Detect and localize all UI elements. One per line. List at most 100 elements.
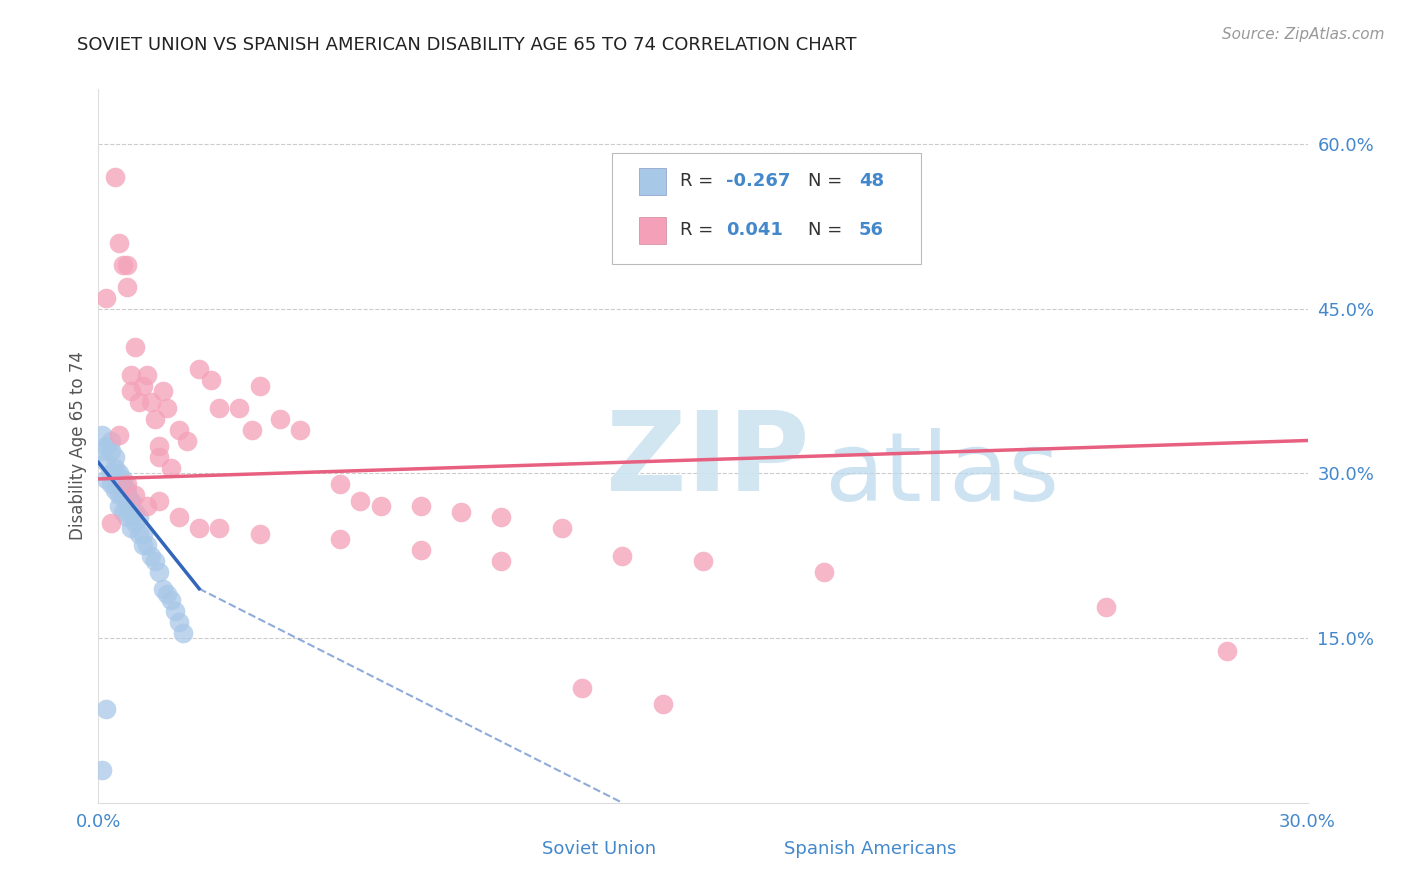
- Point: [111, 472, 134, 486]
- Point: [115, 488, 138, 502]
- Point: [156, 587, 179, 601]
- Point: [124, 488, 146, 502]
- Point: [167, 423, 190, 437]
- Point: [143, 411, 166, 425]
- Point: [450, 505, 472, 519]
- Point: [103, 169, 125, 184]
- Point: [135, 500, 157, 514]
- Point: [96, 291, 118, 305]
- Text: Source: ZipAtlas.com: Source: ZipAtlas.com: [1222, 27, 1385, 42]
- Point: [103, 461, 125, 475]
- Point: [228, 401, 250, 415]
- Point: [111, 505, 134, 519]
- Point: [91, 428, 114, 442]
- Point: [124, 340, 146, 354]
- Point: [329, 477, 352, 491]
- Point: [148, 494, 170, 508]
- Text: SOVIET UNION VS SPANISH AMERICAN DISABILITY AGE 65 TO 74 CORRELATION CHART: SOVIET UNION VS SPANISH AMERICAN DISABIL…: [77, 36, 856, 54]
- Text: R =: R =: [681, 221, 713, 239]
- Point: [115, 510, 138, 524]
- Point: [107, 428, 129, 442]
- Point: [288, 423, 311, 437]
- Point: [249, 378, 271, 392]
- Point: [152, 384, 174, 398]
- Text: 0.041: 0.041: [725, 221, 783, 239]
- Point: [124, 516, 146, 530]
- Point: [139, 395, 162, 409]
- Point: [124, 505, 146, 519]
- Point: [91, 763, 114, 777]
- Text: 56: 56: [859, 221, 884, 239]
- Point: [160, 461, 183, 475]
- Point: [692, 554, 714, 568]
- Point: [143, 554, 166, 568]
- Point: [269, 411, 291, 425]
- Point: [188, 362, 211, 376]
- Point: [115, 258, 138, 272]
- Point: [491, 510, 513, 524]
- Bar: [638, 168, 665, 194]
- Text: 48: 48: [859, 172, 884, 190]
- Point: [107, 472, 129, 486]
- Point: [120, 505, 142, 519]
- Text: R =: R =: [681, 172, 713, 190]
- Point: [1095, 600, 1118, 615]
- Point: [148, 566, 170, 580]
- Point: [148, 439, 170, 453]
- Point: [128, 526, 150, 541]
- Text: atlas: atlas: [824, 428, 1059, 521]
- Point: [100, 516, 122, 530]
- Point: [103, 467, 125, 481]
- Point: [208, 401, 231, 415]
- Point: [100, 434, 122, 448]
- Point: [329, 533, 352, 547]
- Point: [409, 543, 432, 558]
- Point: [111, 477, 134, 491]
- Point: [115, 483, 138, 497]
- Point: [120, 494, 142, 508]
- Point: [115, 280, 138, 294]
- Point: [132, 538, 155, 552]
- Bar: [745, 837, 772, 862]
- Point: [139, 549, 162, 563]
- Point: [148, 450, 170, 464]
- Point: [208, 521, 231, 535]
- Text: N =: N =: [808, 221, 842, 239]
- Point: [100, 467, 122, 481]
- Point: [152, 582, 174, 596]
- Text: N =: N =: [808, 172, 842, 190]
- Point: [111, 258, 134, 272]
- Point: [120, 521, 142, 535]
- Point: [100, 477, 122, 491]
- Point: [96, 439, 118, 453]
- Point: [96, 472, 118, 486]
- Text: ZIP: ZIP: [606, 407, 810, 514]
- Point: [188, 521, 211, 535]
- Point: [111, 488, 134, 502]
- Point: [96, 702, 118, 716]
- Point: [107, 477, 129, 491]
- Point: [128, 395, 150, 409]
- Point: [240, 423, 263, 437]
- Point: [120, 384, 142, 398]
- Point: [135, 368, 157, 382]
- Point: [409, 500, 432, 514]
- Point: [160, 592, 183, 607]
- Bar: [638, 217, 665, 244]
- Point: [115, 500, 138, 514]
- Text: -0.267: -0.267: [725, 172, 790, 190]
- FancyBboxPatch shape: [613, 153, 921, 264]
- Bar: [503, 837, 530, 862]
- Point: [200, 373, 222, 387]
- Y-axis label: Disability Age 65 to 74: Disability Age 65 to 74: [69, 351, 87, 541]
- Text: Spanish Americans: Spanish Americans: [785, 840, 956, 858]
- Point: [156, 401, 179, 415]
- Text: Soviet Union: Soviet Union: [543, 840, 657, 858]
- Point: [1216, 644, 1239, 658]
- Point: [103, 483, 125, 497]
- Point: [370, 500, 392, 514]
- Point: [96, 455, 118, 469]
- Point: [128, 510, 150, 524]
- Point: [115, 477, 138, 491]
- Point: [135, 538, 157, 552]
